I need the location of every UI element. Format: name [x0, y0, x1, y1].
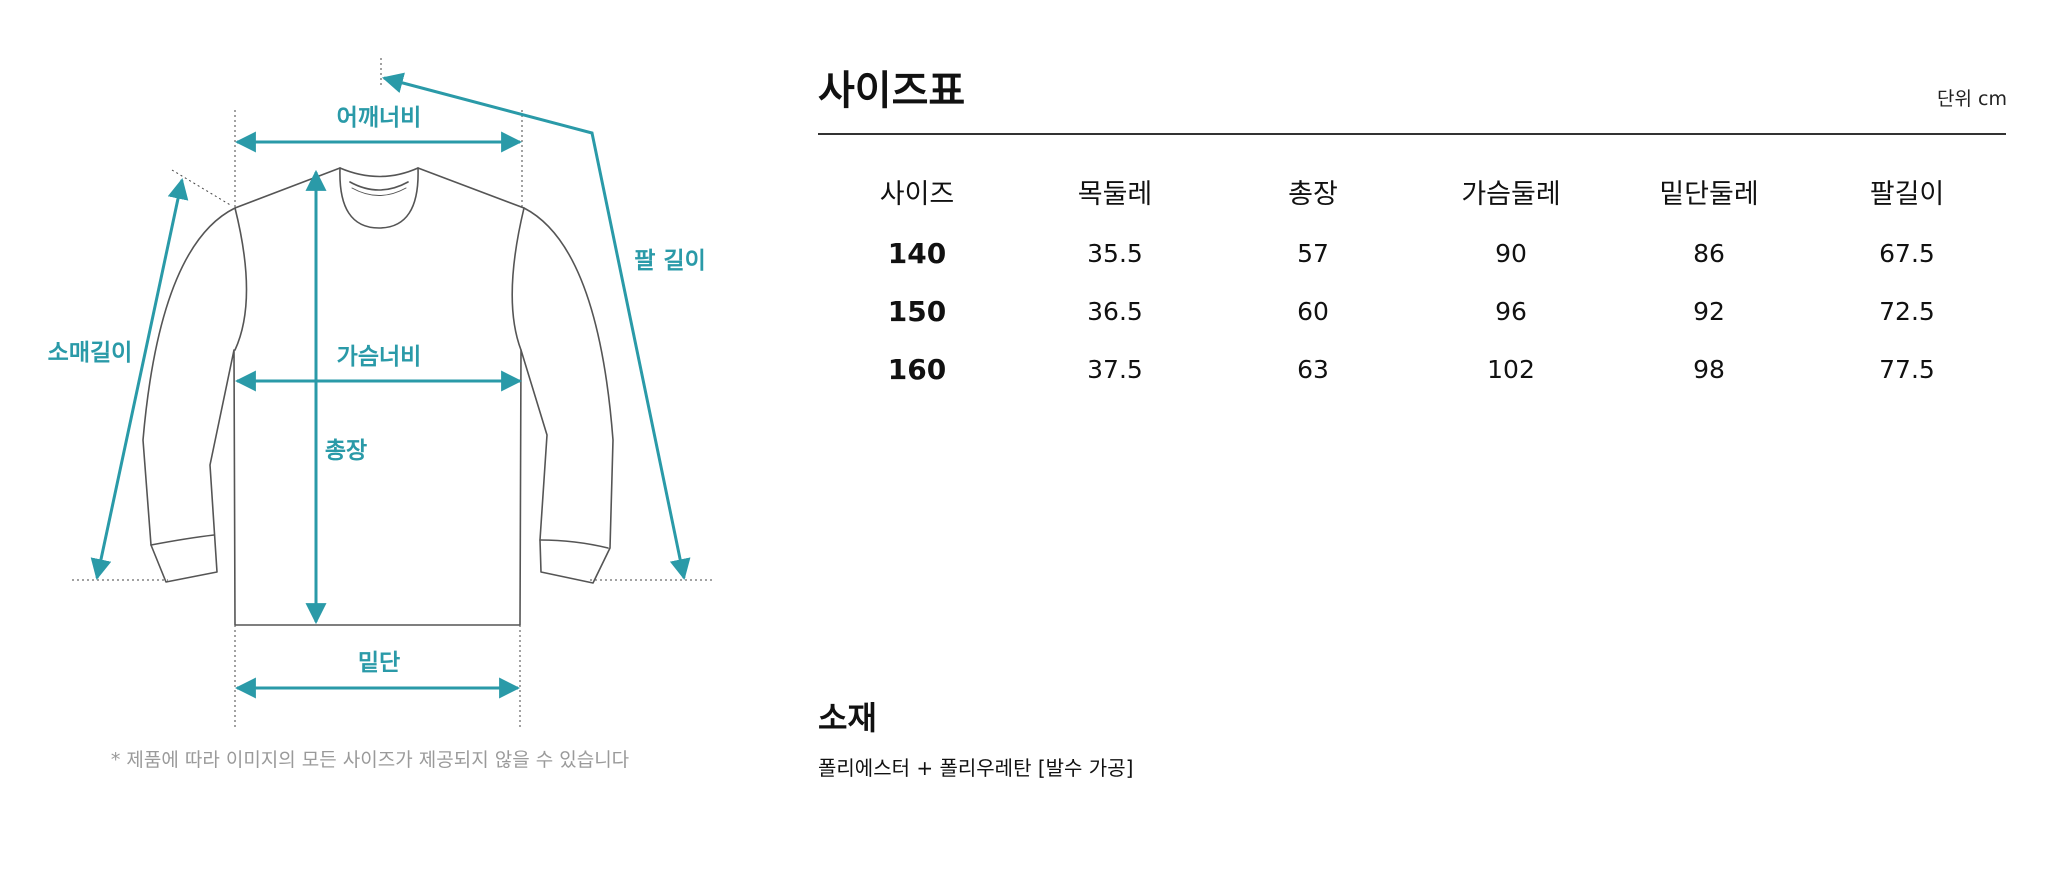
column-header-chest: 가슴둘레 [1461, 178, 1561, 210]
table-cell: 72.5 [1879, 296, 1935, 326]
table-cell: 90 [1495, 238, 1527, 268]
size-cell: 140 [887, 236, 947, 270]
table-row: 140 35.5 57 90 86 67.5 [818, 224, 2006, 282]
table-header-row: 사이즈 목둘레 총장 가슴둘레 밑단둘레 팔길이 [818, 158, 2006, 224]
table-cell: 37.5 [1087, 354, 1143, 384]
sleeve-length-arrow [90, 177, 189, 581]
table-cell: 77.5 [1879, 354, 1935, 384]
chest-label: 가슴너비 [337, 344, 422, 370]
table-row: 150 36.5 60 96 92 72.5 [818, 282, 2006, 340]
title-divider [818, 133, 2006, 135]
diagram-note: * 제품에 따라 이미지의 모든 사이즈가 제공되지 않을 수 있습니다 [110, 749, 630, 771]
column-header-hem: 밑단둘레 [1659, 178, 1759, 210]
arm-length-arrow [381, 72, 691, 581]
unit-label: 단위 cm [1937, 88, 2007, 110]
material-title: 소재 [818, 699, 877, 737]
size-chart-title: 사이즈표 [818, 68, 966, 114]
arm-length-label: 팔 길이 [634, 248, 706, 274]
length-label: 총장 [325, 438, 367, 464]
table-cell: 57 [1297, 238, 1329, 268]
sleeve-length-label: 소매길이 [48, 340, 133, 366]
table-cell: 60 [1297, 296, 1329, 326]
column-header-length: 총장 [1288, 178, 1338, 210]
column-header-size: 사이즈 [879, 178, 955, 210]
size-cell: 160 [887, 352, 947, 386]
measurement-arrows [90, 72, 691, 699]
table-cell: 96 [1495, 296, 1527, 326]
sweater-outline-icon [142, 167, 614, 626]
table-cell: 102 [1487, 354, 1535, 384]
table-cell: 36.5 [1087, 296, 1143, 326]
size-table: 사이즈 목둘레 총장 가슴둘레 밑단둘레 팔길이 140 35.5 57 90 … [818, 158, 2006, 398]
table-row: 160 37.5 63 102 98 77.5 [818, 340, 2006, 398]
column-header-neck: 목둘레 [1077, 178, 1153, 210]
guide-lines [72, 58, 715, 728]
table-cell: 35.5 [1087, 238, 1143, 268]
table-cell: 67.5 [1879, 238, 1935, 268]
garment-measurement-diagram: 어깨너비 팔 길이 소매길이 가슴너비 총장 밑단 [48, 58, 715, 728]
hem-label: 밑단 [358, 650, 400, 676]
table-cell: 86 [1693, 238, 1725, 268]
table-cell: 98 [1693, 354, 1725, 384]
column-header-arm: 팔길이 [1869, 178, 1945, 210]
size-cell: 150 [887, 294, 947, 328]
material-value: 폴리에스터 + 폴리우레탄 [발수 가공] [818, 756, 1134, 780]
table-cell: 63 [1297, 354, 1329, 384]
shoulder-label: 어깨너비 [337, 105, 422, 131]
table-cell: 92 [1693, 296, 1725, 326]
